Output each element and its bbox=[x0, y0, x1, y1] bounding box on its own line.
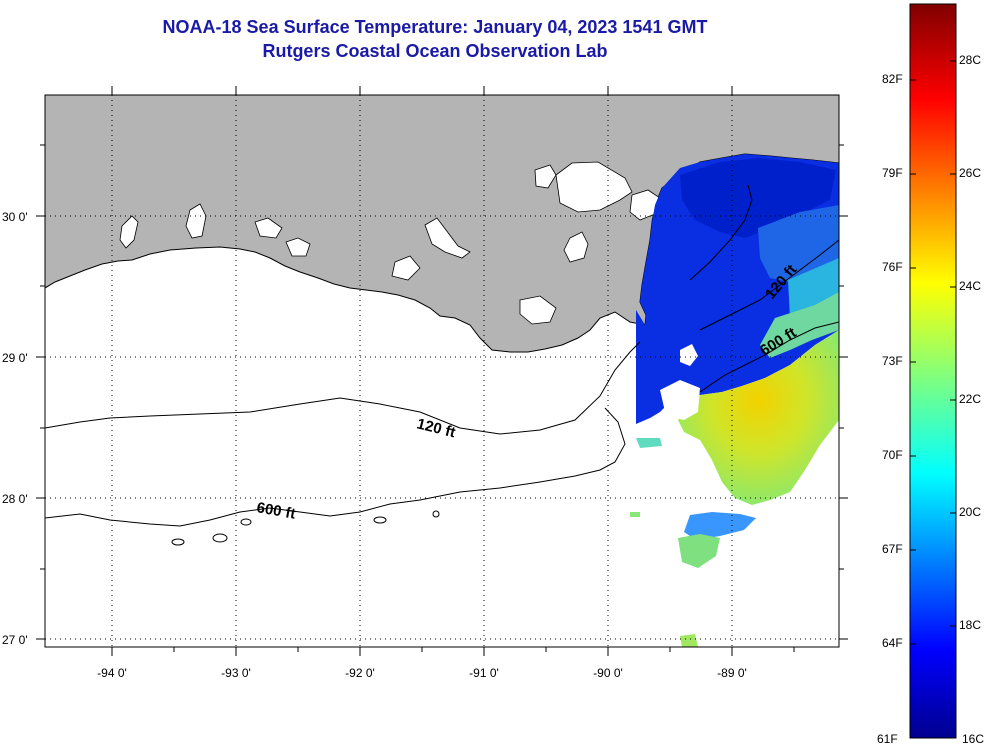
contour-120ft-west bbox=[45, 341, 641, 435]
lakes bbox=[119, 161, 661, 325]
colorbar-label-f: 67F bbox=[882, 542, 903, 556]
lon-label-93: -93 0' bbox=[221, 666, 251, 680]
colorbar-label-c: 28C bbox=[959, 53, 982, 67]
colorbar-label-f: 61F bbox=[877, 732, 898, 746]
colorbar-label-c: 16C bbox=[962, 732, 985, 746]
colorbar-label-c: 26C bbox=[959, 166, 982, 180]
colorbar-label-f: 79F bbox=[882, 166, 903, 180]
lat-label-28: 28 0' bbox=[2, 492, 28, 506]
colorbar bbox=[909, 3, 957, 739]
contour-label-600ft-west: 600 ft bbox=[255, 499, 297, 523]
axis-ticks bbox=[36, 86, 848, 656]
lat-label-30: 30 0' bbox=[2, 210, 28, 224]
map-border bbox=[44, 94, 840, 648]
contour-120ft-east bbox=[699, 239, 839, 331]
contour-600ft-east bbox=[699, 321, 839, 393]
colorbar-label-f: 64F bbox=[882, 636, 903, 650]
colorbar-label-f: 70F bbox=[882, 448, 903, 462]
lat-label-29: 29 0' bbox=[2, 351, 28, 365]
colorbar-label-f: 73F bbox=[882, 354, 903, 368]
colorbar-label-f: 82F bbox=[882, 72, 903, 86]
lon-label-92: -92 0' bbox=[345, 666, 375, 680]
graticule bbox=[45, 95, 839, 647]
nearshore-gaps bbox=[660, 344, 700, 420]
colorbar-label-c: 18C bbox=[959, 618, 982, 632]
colorbar-label-c: 20C bbox=[959, 505, 982, 519]
lon-label-91: -91 0' bbox=[469, 666, 499, 680]
lon-label-89: -89 0' bbox=[717, 666, 747, 680]
colorbar-label-f: 76F bbox=[882, 260, 903, 274]
map-title: NOAA-18 Sea Surface Temperature: January… bbox=[162, 17, 708, 37]
lon-label-94: -94 0' bbox=[97, 666, 127, 680]
colorbar-ticks bbox=[910, 60, 956, 645]
lon-label-90: -90 0' bbox=[593, 666, 623, 680]
colorbar-label-c: 24C bbox=[959, 279, 982, 293]
map-subtitle: Rutgers Coastal Ocean Observation Lab bbox=[262, 41, 608, 61]
lat-label-27: 27 0' bbox=[2, 633, 28, 647]
colorbar-label-c: 22C bbox=[959, 392, 982, 406]
